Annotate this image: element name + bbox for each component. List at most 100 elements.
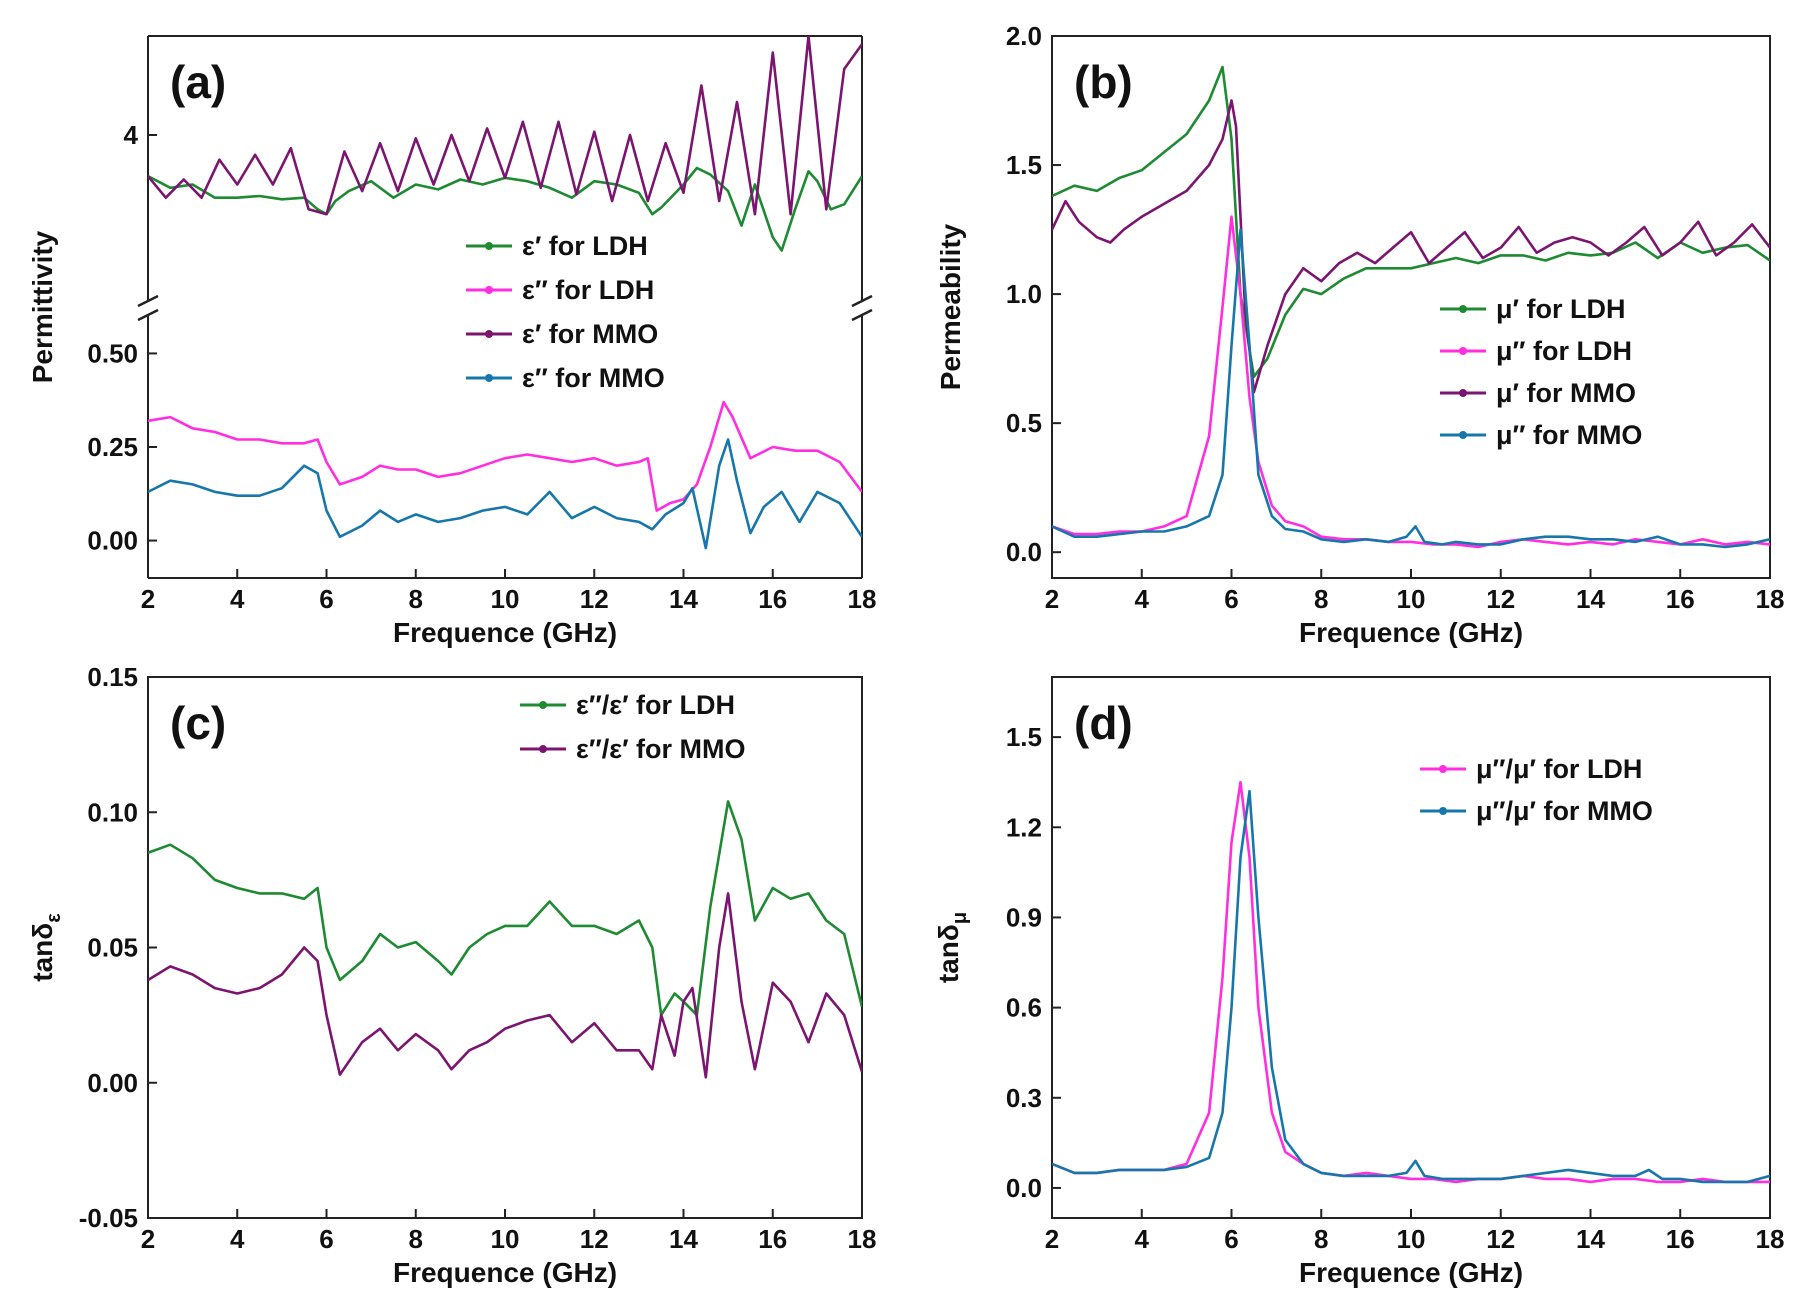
x-tick-label: 2 — [141, 1224, 155, 1254]
plot-frame — [1051, 676, 1771, 1219]
y-tick-label: 1.5 — [1006, 150, 1042, 180]
legend-entry: μ″/μ′ for LDH — [1476, 754, 1642, 784]
y-tick-label: 0.15 — [87, 662, 138, 692]
series-line — [1052, 215, 1770, 549]
y-axis-title: Permittivity — [27, 230, 58, 383]
legend-swatch-marker — [485, 286, 493, 294]
x-axis-title: Frequence (GHz) — [393, 617, 617, 648]
x-tick-label: 12 — [580, 584, 609, 614]
legend-swatch-marker — [1459, 305, 1467, 313]
series-line — [148, 36, 862, 216]
plot-frame — [147, 676, 863, 1219]
x-tick-label: 18 — [1756, 584, 1785, 614]
legend-entry: μ″ for MMO — [1496, 420, 1642, 450]
legend-entry: μ″/μ′ for MMO — [1476, 796, 1653, 826]
series-line — [148, 892, 862, 1079]
panel-label: (d) — [1074, 697, 1133, 749]
y-tick-label: 0.00 — [87, 526, 138, 556]
x-tick-label: 4 — [1135, 584, 1150, 614]
series-line — [148, 800, 862, 1017]
y-axis-title-sub: μ — [949, 912, 971, 924]
panel-label: (b) — [1074, 56, 1133, 108]
panel-label: (a) — [170, 56, 226, 108]
x-axis-title: Frequence (GHz) — [393, 1257, 617, 1288]
y-axis-title-sub: ε — [43, 913, 65, 923]
x-tick-label: 8 — [409, 1224, 423, 1254]
series-group — [1052, 780, 1770, 1184]
legend-swatch-marker — [1439, 807, 1447, 815]
series-line — [148, 166, 862, 252]
legend-entry: ε′ for LDH — [522, 231, 648, 261]
x-tick-label: 8 — [409, 584, 423, 614]
x-tick-label: 12 — [580, 1224, 609, 1254]
series-group — [148, 800, 862, 1079]
legend-entry: ε″/ε′ for LDH — [576, 690, 735, 720]
y-tick-label: 0.00 — [87, 1068, 138, 1098]
y-axis-title: tanδε — [27, 913, 65, 982]
y-tick-label: 1.5 — [1006, 722, 1042, 752]
axis-break-mark — [137, 294, 159, 308]
y-tick-label: 0.6 — [1006, 993, 1042, 1023]
series-line — [1052, 789, 1770, 1184]
x-tick-label: 14 — [1576, 1224, 1605, 1254]
series-line — [1052, 228, 1770, 549]
x-tick-label: 16 — [758, 1224, 787, 1254]
upper-series-group — [148, 36, 862, 252]
x-tick-label: 8 — [1314, 584, 1328, 614]
x-tick-label: 10 — [491, 1224, 520, 1254]
y-axis-title: tanδμ — [933, 912, 971, 983]
x-tick-label: 4 — [230, 584, 245, 614]
panel-label: (c) — [170, 697, 226, 749]
series-line — [148, 400, 862, 512]
x-tick-label: 6 — [1224, 584, 1238, 614]
chart-panel-a: 2 4 6 8 10 12 14 16 18 Frequence (GHz) 4 0.00 0.25 0.… — [27, 35, 877, 648]
x-tick-label: 10 — [491, 584, 520, 614]
legend-swatch-marker — [485, 330, 493, 338]
chart-panel-c: 2 4 6 8 10 12 14 16 18 Frequence (GHz) -0.05 0.00 0.… — [27, 662, 876, 1288]
x-tick-label: 6 — [319, 584, 333, 614]
chart-panel-b: 2 4 6 8 10 12 14 16 18 Frequence (GHz) 0.0 0.5 1.0 1.… — [935, 21, 1784, 648]
x-tick-label: 10 — [1397, 1224, 1426, 1254]
lower-series-group — [148, 400, 862, 550]
legend-swatch-marker — [1459, 347, 1467, 355]
y-tick-label: 0.3 — [1006, 1083, 1042, 1113]
x-tick-label: 18 — [848, 584, 877, 614]
legend-swatch-marker — [539, 701, 547, 709]
y-tick-label: 0.05 — [87, 933, 138, 963]
legend-swatch-marker — [1459, 389, 1467, 397]
legend-swatch-marker — [539, 745, 547, 753]
x-tick-label: 6 — [1224, 1224, 1238, 1254]
legend-swatch-marker — [1459, 431, 1467, 439]
legend-entry: μ″ for LDH — [1496, 336, 1632, 366]
axis-break-mark — [137, 308, 159, 322]
y-axis-title-main: tanδ — [933, 924, 964, 983]
x-tick-label: 12 — [1486, 584, 1515, 614]
y-tick-label: 0.5 — [1006, 408, 1042, 438]
axis-break-mark — [851, 308, 873, 322]
y-tick-label: 0.10 — [87, 797, 138, 827]
series-group — [1052, 65, 1770, 549]
legend-swatch-marker — [485, 242, 493, 250]
x-axis-title: Frequence (GHz) — [1299, 617, 1523, 648]
legend-swatch-marker — [1439, 765, 1447, 773]
y-tick-label: 0.25 — [87, 432, 138, 462]
plot-frame — [1051, 35, 1771, 579]
y-tick-label: 1.2 — [1006, 812, 1042, 842]
series-line — [1052, 780, 1770, 1184]
axis-break-mark — [851, 294, 873, 308]
x-tick-label: 16 — [1666, 1224, 1695, 1254]
y-axis-title: Permeability — [935, 223, 966, 390]
legend-swatch-marker — [485, 374, 493, 382]
x-tick-label: 2 — [141, 584, 155, 614]
x-tick-label: 4 — [230, 1224, 245, 1254]
legend-entry: ε″/ε′ for MMO — [576, 734, 746, 764]
series-line — [1052, 99, 1770, 394]
series-line — [1052, 65, 1770, 378]
legend-entry: ε″ for LDH — [522, 275, 654, 305]
y-tick-label: -0.05 — [79, 1203, 138, 1233]
legend-entry: ε″ for MMO — [522, 363, 665, 393]
y-axis-title-main: tanδ — [27, 923, 58, 982]
y-tick-label: 2.0 — [1006, 21, 1042, 51]
x-tick-label: 16 — [1666, 584, 1695, 614]
